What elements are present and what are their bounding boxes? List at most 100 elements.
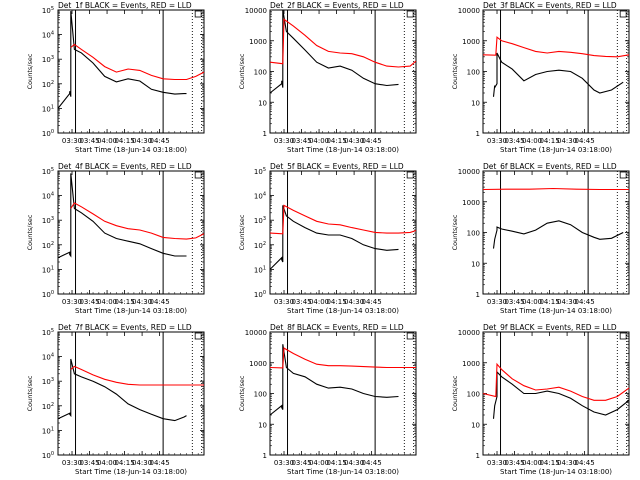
x-tick-label: 04:30	[344, 137, 364, 145]
y-tick-label: 1000	[249, 38, 267, 46]
panel-5: Det_5f BLACK = Events, RED = LLD 100 101 10…	[238, 162, 417, 315]
x-tick-label: 03:45	[504, 459, 524, 467]
x-tick-label: 03:45	[291, 137, 311, 145]
x-tick-label: 03:45	[504, 137, 524, 145]
y-tick-label: 103	[42, 216, 54, 225]
y-tick-label: 101	[42, 265, 54, 274]
x-tick-label: 04:45	[575, 298, 595, 306]
lld-series-line	[482, 187, 629, 191]
x-tick-label: 03:30	[62, 298, 82, 306]
y-tick-label: 101	[42, 426, 54, 435]
x-tick-label: 03:45	[291, 459, 311, 467]
x-tick-label: 04:45	[362, 298, 382, 306]
x-tick-label: 04:00	[309, 459, 329, 467]
panel-title: Det_8f BLACK = Events, RED = LLD	[270, 323, 404, 332]
panel-title: Det_1f BLACK = Events, RED = LLD	[58, 1, 192, 10]
plot-frame	[482, 9, 630, 134]
x-tick-label: 03:45	[291, 298, 311, 306]
events-series-line	[269, 205, 399, 270]
x-tick-label: 04:45	[150, 137, 170, 145]
x-tick-label: 03:45	[79, 459, 99, 467]
y-tick-label: 102	[254, 241, 266, 250]
panel-4: Det_4f BLACK = Events, RED = LLD 100 101 10…	[26, 162, 205, 315]
panel-2: Det_2f BLACK = Events, RED = LLD 1 10 100 10…	[238, 1, 417, 154]
y-tick-label: 104	[42, 192, 54, 201]
y-tick-label: 100	[254, 290, 266, 299]
y-tick-label: 102	[42, 241, 54, 250]
y-tick-label: 10000	[458, 168, 480, 176]
panel-title: Det_7f BLACK = Events, RED = LLD	[58, 323, 192, 332]
y-tick-label: 10	[258, 421, 267, 429]
x-tick-label: 03:30	[62, 137, 82, 145]
x-tick-label: 03:30	[487, 137, 507, 145]
y-tick-label: 100	[467, 69, 480, 77]
x-tick-label: 04:30	[557, 137, 577, 145]
y-tick-label: 103	[42, 377, 54, 386]
x-tick-label: 03:30	[274, 298, 294, 306]
events-series-line	[492, 370, 630, 419]
x-tick-label: 03:30	[487, 298, 507, 306]
x-tick-label: 03:45	[79, 298, 99, 306]
y-axis-label: Counts/sec	[238, 214, 246, 250]
panel-1: Det_1f BLACK = Events, RED = LLD 100 101 10…	[26, 1, 205, 154]
y-axis-label: Counts/sec	[26, 375, 34, 411]
panel-9: Det_9f BLACK = Events, RED = LLD 1 10 100 10…	[451, 323, 630, 476]
x-tick-label: 04:45	[362, 137, 382, 145]
y-tick-label: 103	[42, 55, 54, 64]
y-tick-label: 100	[42, 451, 54, 460]
x-axis-label: Start Time (18-Jun-14 03:18:00)	[500, 468, 612, 476]
x-axis-label: Start Time (18-Jun-14 03:18:00)	[500, 146, 612, 154]
y-tick-label: 1000	[462, 38, 480, 46]
y-tick-label: 105	[254, 167, 266, 176]
x-tick-label: 03:30	[62, 459, 82, 467]
x-tick-label: 04:45	[150, 298, 170, 306]
y-tick-label: 104	[254, 192, 266, 201]
y-tick-label: 10	[471, 99, 480, 107]
y-tick-label: 100	[254, 69, 267, 77]
lld-series-line	[70, 365, 204, 386]
y-axis-label: Counts/sec	[451, 53, 459, 89]
y-tick-label: 1	[476, 130, 480, 138]
y-tick-label: 100	[42, 290, 54, 299]
events-series-line	[269, 344, 399, 416]
events-series-line	[492, 52, 624, 97]
x-tick-label: 04:15	[114, 459, 134, 467]
plot-frame	[57, 170, 205, 295]
lld-series-line	[482, 362, 630, 401]
y-tick-label: 104	[42, 353, 54, 362]
y-tick-label: 1	[263, 452, 267, 460]
panel-title: Det_4f BLACK = Events, RED = LLD	[58, 162, 192, 171]
x-tick-label: 04:45	[575, 137, 595, 145]
x-tick-label: 04:00	[97, 298, 117, 306]
lld-series-line	[482, 36, 630, 58]
x-tick-label: 04:15	[326, 459, 346, 467]
lld-series-line	[269, 18, 417, 68]
y-tick-label: 1000	[462, 360, 480, 368]
panel-title: Det_9f BLACK = Events, RED = LLD	[483, 323, 617, 332]
lld-series-line	[269, 204, 417, 235]
x-tick-label: 04:30	[344, 459, 364, 467]
x-tick-label: 04:45	[362, 459, 382, 467]
marker-square	[619, 10, 627, 18]
x-tick-label: 04:15	[114, 137, 134, 145]
events-series-line	[57, 173, 187, 259]
panel-title: Det_6f BLACK = Events, RED = LLD	[483, 162, 617, 171]
x-tick-label: 04:30	[557, 459, 577, 467]
y-axis-label: Counts/sec	[238, 53, 246, 89]
x-axis-label: Start Time (18-Jun-14 03:18:00)	[75, 468, 187, 476]
plot-frame	[57, 9, 205, 134]
x-tick-label: 04:30	[132, 137, 152, 145]
plot-frame	[269, 9, 417, 134]
y-tick-label: 1	[476, 291, 480, 299]
x-tick-label: 04:30	[344, 298, 364, 306]
x-axis-label: Start Time (18-Jun-14 03:18:00)	[75, 307, 187, 315]
marker-square	[194, 171, 202, 179]
y-axis-label: Counts/sec	[451, 375, 459, 411]
plot-frame	[269, 331, 417, 456]
events-series-line	[57, 358, 187, 422]
x-tick-label: 04:30	[132, 298, 152, 306]
y-tick-label: 101	[42, 104, 54, 113]
marker-square	[406, 10, 414, 18]
x-tick-label: 04:15	[114, 298, 134, 306]
marker-square	[619, 332, 627, 340]
